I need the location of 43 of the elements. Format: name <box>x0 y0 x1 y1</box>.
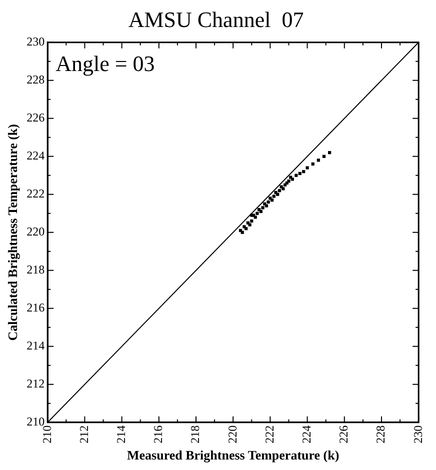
y-tick-label: 212 <box>26 376 45 391</box>
x-axis-title: Measured Brightness Temperature (k) <box>126 448 340 463</box>
y-tick-label: 214 <box>26 338 45 353</box>
point <box>244 227 248 230</box>
y-tick-label: 220 <box>26 224 45 239</box>
point <box>254 216 257 219</box>
point <box>278 189 282 192</box>
x-tick-label: 218 <box>188 425 202 444</box>
point <box>294 174 298 177</box>
point <box>256 212 259 215</box>
point <box>302 170 306 174</box>
point <box>290 178 294 181</box>
x-tick-label: 214 <box>114 425 128 444</box>
point <box>311 162 314 166</box>
point <box>250 219 254 223</box>
chart-title: AMSU Channel 07 <box>128 6 304 32</box>
y-tick-label: 226 <box>26 110 45 125</box>
point <box>270 198 274 202</box>
point <box>316 158 320 162</box>
x-tick-label: 212 <box>76 425 91 444</box>
y-axis-title: Calculated Brightness Temperature (k) <box>5 124 20 341</box>
x-tick-label: 224 <box>299 425 314 444</box>
point <box>306 166 309 170</box>
x-tick-label: 230 <box>410 425 425 444</box>
point <box>272 194 276 198</box>
x-tick-label: 216 <box>151 425 166 444</box>
x-tick-label: 228 <box>374 425 388 444</box>
x-tick-label: 220 <box>225 425 240 444</box>
point <box>266 200 270 204</box>
x-tick-label: 226 <box>336 425 351 444</box>
point <box>276 192 280 196</box>
point <box>261 206 264 210</box>
point <box>298 172 302 176</box>
y-tick-label: 228 <box>26 72 45 87</box>
y-tick-label: 216 <box>26 300 45 315</box>
y-tick-label: 218 <box>26 262 45 277</box>
y-tick-label: 230 <box>26 34 45 49</box>
point <box>322 154 326 158</box>
y-tick-label: 224 <box>26 148 45 163</box>
point <box>328 151 332 154</box>
annotation: Angle = 03 <box>56 51 155 76</box>
x-tick-label: 222 <box>262 425 276 444</box>
y-tick-label: 222 <box>26 186 45 201</box>
